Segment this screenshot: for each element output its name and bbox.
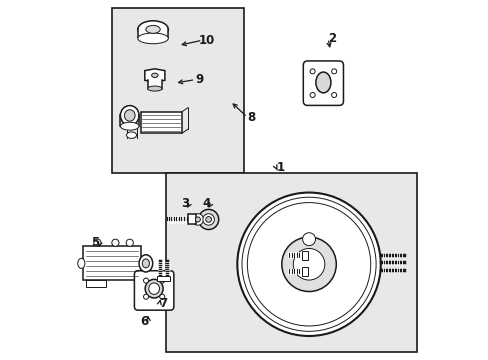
Circle shape xyxy=(112,239,119,246)
Bar xyxy=(86,280,105,287)
Circle shape xyxy=(309,69,314,74)
FancyBboxPatch shape xyxy=(303,61,343,105)
Circle shape xyxy=(242,197,375,331)
Circle shape xyxy=(237,193,380,336)
Text: 9: 9 xyxy=(195,73,203,86)
Text: 1: 1 xyxy=(276,161,284,174)
Circle shape xyxy=(203,214,214,225)
Circle shape xyxy=(205,217,211,222)
Bar xyxy=(138,30,168,39)
Bar xyxy=(83,246,140,280)
Text: 2: 2 xyxy=(327,32,336,45)
Ellipse shape xyxy=(142,259,149,268)
Circle shape xyxy=(331,69,336,74)
Ellipse shape xyxy=(148,283,159,294)
Ellipse shape xyxy=(147,86,162,91)
Text: 5: 5 xyxy=(91,236,100,249)
Circle shape xyxy=(331,93,336,98)
Circle shape xyxy=(281,237,336,292)
Circle shape xyxy=(247,203,370,326)
Circle shape xyxy=(160,294,164,299)
Ellipse shape xyxy=(120,105,139,125)
Circle shape xyxy=(198,210,218,229)
Circle shape xyxy=(302,233,315,246)
Ellipse shape xyxy=(120,122,139,130)
Bar xyxy=(140,112,182,134)
Ellipse shape xyxy=(78,258,85,269)
Circle shape xyxy=(126,239,133,246)
Ellipse shape xyxy=(145,279,163,298)
Circle shape xyxy=(94,239,101,246)
Ellipse shape xyxy=(315,72,330,93)
Ellipse shape xyxy=(138,33,168,44)
Ellipse shape xyxy=(126,132,136,138)
Ellipse shape xyxy=(124,110,135,121)
Text: 7: 7 xyxy=(160,297,167,310)
Circle shape xyxy=(143,294,148,299)
Ellipse shape xyxy=(151,73,158,77)
Text: 8: 8 xyxy=(247,111,255,124)
Bar xyxy=(301,267,308,276)
Circle shape xyxy=(309,93,314,98)
Polygon shape xyxy=(144,69,164,82)
Bar xyxy=(165,173,416,352)
Bar xyxy=(301,251,308,260)
Bar xyxy=(112,8,244,173)
Circle shape xyxy=(192,214,203,225)
FancyBboxPatch shape xyxy=(134,271,174,310)
Bar xyxy=(187,215,195,225)
Circle shape xyxy=(195,217,200,222)
Text: 6: 6 xyxy=(140,315,148,328)
Ellipse shape xyxy=(138,21,168,38)
Text: 4: 4 xyxy=(203,197,210,210)
Circle shape xyxy=(293,248,324,280)
Text: 3: 3 xyxy=(181,197,189,210)
Ellipse shape xyxy=(139,255,152,272)
Circle shape xyxy=(143,278,148,283)
Ellipse shape xyxy=(145,26,160,33)
Bar xyxy=(157,276,170,281)
Bar xyxy=(147,80,162,89)
Text: 10: 10 xyxy=(198,33,215,47)
Circle shape xyxy=(160,278,164,283)
